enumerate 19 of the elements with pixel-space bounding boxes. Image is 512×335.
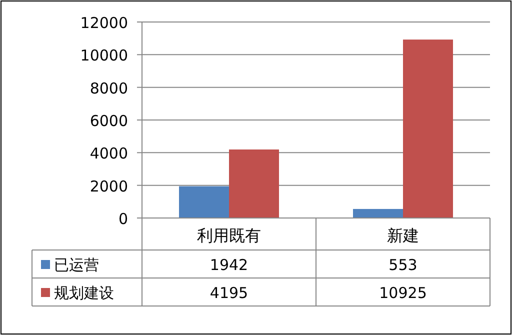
x-tick-label: 新建 xyxy=(387,226,419,245)
data-label: 1942 xyxy=(210,256,248,274)
y-tick-label: 6000 xyxy=(90,112,128,130)
y-tick-label: 0 xyxy=(118,210,128,228)
legend-label: 已运营 xyxy=(54,256,99,274)
bar xyxy=(403,40,453,218)
y-tick-label: 12000 xyxy=(80,14,128,32)
data-label: 553 xyxy=(388,256,418,274)
x-tick-label: 利用既有 xyxy=(197,226,261,245)
y-tick-label: 4000 xyxy=(90,144,128,163)
y-tick-label: 8000 xyxy=(90,79,128,98)
legend-label: 规划建设 xyxy=(54,284,114,302)
bar xyxy=(353,208,403,218)
y-tick-label: 10000 xyxy=(80,46,128,65)
bar xyxy=(229,149,279,218)
data-label: 10925 xyxy=(379,284,427,302)
bar xyxy=(179,186,229,218)
y-tick-label: 2000 xyxy=(90,177,128,196)
data-label: 4195 xyxy=(210,284,248,302)
